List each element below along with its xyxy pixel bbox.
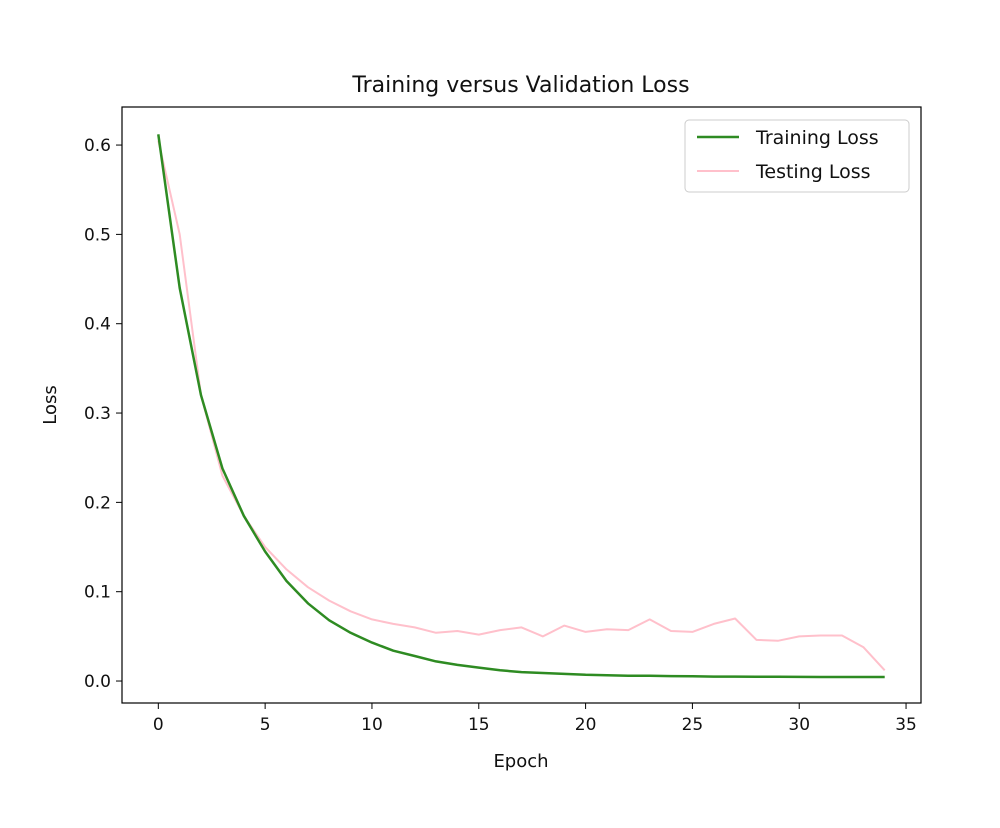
x-tick-label: 20 xyxy=(575,715,597,735)
series-line-training xyxy=(157,134,885,679)
y-tick-label: 0.3 xyxy=(84,404,111,424)
x-tick-label: 30 xyxy=(788,715,810,735)
legend: Training Loss Testing Loss xyxy=(684,119,910,193)
x-tick-label: 15 xyxy=(468,715,490,735)
y-tick-label: 0.0 xyxy=(84,672,111,692)
legend-label-training: Training Loss xyxy=(755,127,879,149)
x-tick-label: 35 xyxy=(895,715,917,735)
x-tick-label: 5 xyxy=(260,715,271,735)
y-tick-label: 0.4 xyxy=(84,315,111,335)
y-tick-label: 0.2 xyxy=(84,493,111,513)
series-line-testing xyxy=(157,140,886,671)
chart-title: Training versus Validation Loss xyxy=(351,73,689,98)
y-tick-label: 0.6 xyxy=(84,136,111,156)
x-axis-label: Epoch xyxy=(493,751,548,772)
x-tick-label: 25 xyxy=(682,715,704,735)
legend-label-testing: Testing Loss xyxy=(755,161,871,183)
x-tick-label: 0 xyxy=(153,715,164,735)
x-tick-label: 10 xyxy=(361,715,383,735)
legend-box xyxy=(684,119,910,193)
y-axis-label: Loss xyxy=(40,385,61,424)
y-tick-label: 0.5 xyxy=(84,225,111,245)
y-tick-label: 0.1 xyxy=(84,583,111,603)
plot-frame xyxy=(121,106,922,704)
